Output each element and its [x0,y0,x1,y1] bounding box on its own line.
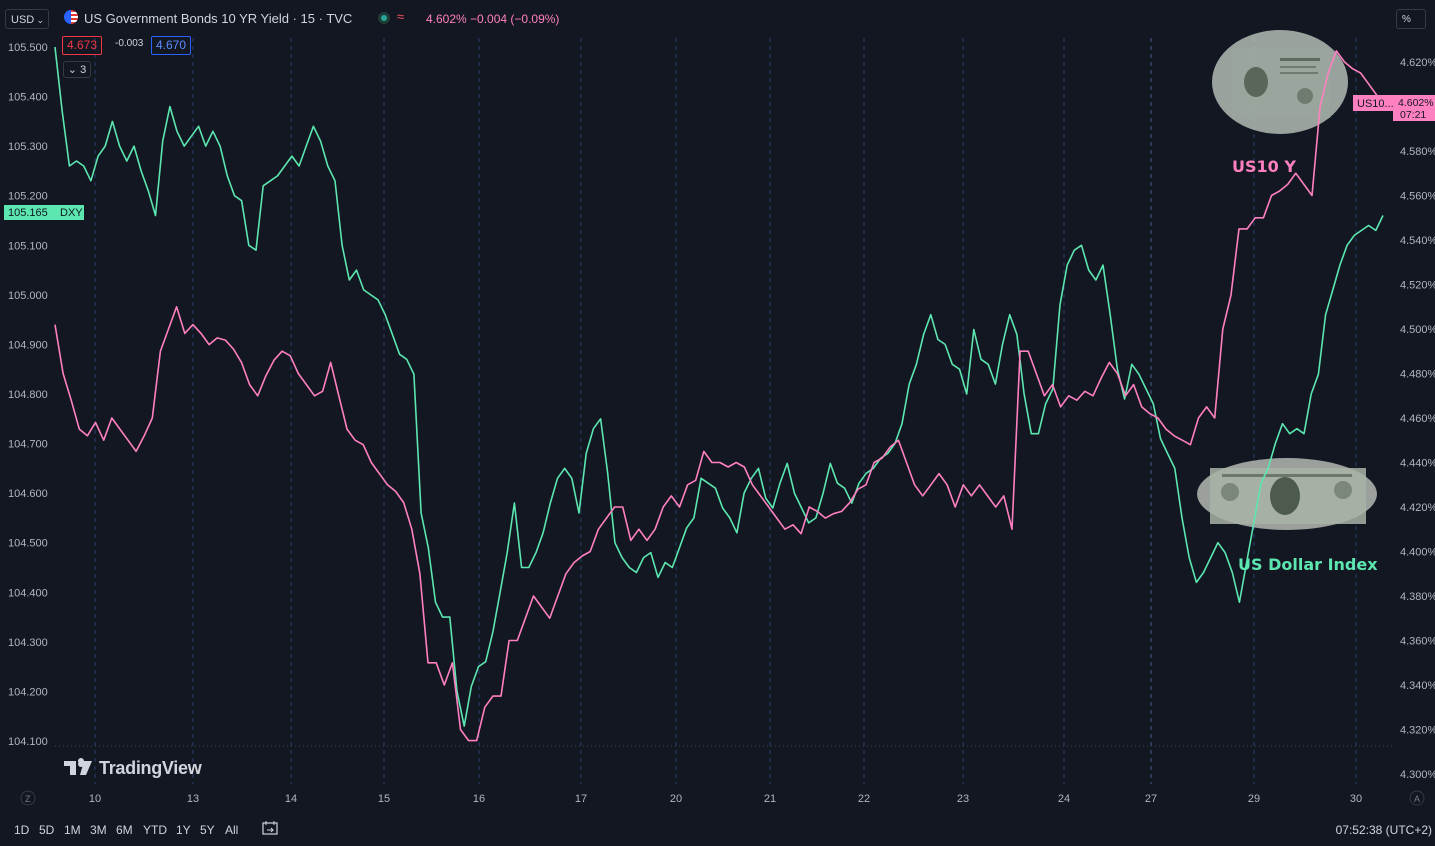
right-tick-label: 4.300% [1400,769,1435,781]
left-tick-label: 104.600 [8,488,48,500]
x-tick-label: 21 [764,793,776,805]
us10y-annotation: US10 Y [1232,157,1296,176]
symbol-title[interactable]: US Government Bonds 10 YR Yield · 15 · T… [84,11,353,26]
bottom-toolbar: 1D 5D 1M 3M 6M YTD 1Y 5Y All 07:52:38 (U… [0,813,1435,846]
indicators-toggle[interactable]: ⌄ 3 [63,61,91,78]
spread-value: -0.003 [115,38,144,49]
dxy-tag-label: DXY [60,207,83,219]
bid-price[interactable]: 4.673 [62,36,103,55]
x-tick-label: 13 [187,793,199,805]
left-tick-label: 104.800 [8,389,48,401]
range-1d[interactable]: 1D [14,823,30,837]
left-tick-label: 105.300 [8,141,48,153]
range-ytd[interactable]: YTD [143,823,167,837]
range-5y[interactable]: 5Y [200,823,215,837]
tradingview-logo-text: TradingView [99,758,202,778]
indicators-count: 3 [80,64,87,76]
go-to-date-icon[interactable] [262,821,278,835]
dxy-series-line [54,46,1384,727]
x-tick-label: 10 [89,793,101,805]
x-tick-label: 17 [575,793,587,805]
bond-certificate-image [1212,30,1348,134]
us-flag-icon [64,10,78,24]
z-letter: Z [25,794,31,804]
range-3m[interactable]: 3M [90,823,107,837]
left-tick-label: 104.100 [8,736,48,748]
x-tick-label: 24 [1058,793,1070,805]
right-tick-label: 4.480% [1400,369,1435,381]
x-tick-label: 29 [1248,793,1260,805]
left-price-axis[interactable]: 105.500 105.400 105.300 105.200 105.100 105.0… [8,42,48,748]
left-tick-label: 105.000 [8,290,48,302]
chart-header: USD ⌄ US Government Bonds 10 YR Yield · 1… [0,0,1435,78]
chevron-down-icon: ⌄ [67,64,78,76]
chevron-down-icon: ⌄ [36,15,44,25]
left-tick-label: 104.900 [8,339,48,351]
series-layer [54,46,1386,742]
range-1y[interactable]: 1Y [176,823,191,837]
right-tick-label: 4.540% [1400,235,1435,247]
right-tick-label: 4.380% [1400,591,1435,603]
price-readout: 4.602% −0.004 (−0.09%) [426,12,560,26]
right-tick-label: 4.560% [1400,191,1435,203]
left-tick-label: 104.500 [8,538,48,550]
left-tick-label: 104.200 [8,686,48,698]
scale-unit-button[interactable]: % [1396,9,1426,29]
us10y-tag-label: US10... [1357,98,1394,110]
range-6m[interactable]: 6M [116,823,133,837]
us10y-last-value: 4.602% [1398,97,1434,109]
left-tick-label: 105.400 [8,92,48,104]
clock-timezone[interactable]: 07:52:38 (UTC+2) [1335,823,1432,837]
x-tick-label: 23 [957,793,969,805]
ask-price[interactable]: 4.670 [151,36,192,55]
right-tick-label: 4.320% [1400,725,1435,737]
left-tick-label: 105.100 [8,240,48,252]
range-all[interactable]: All [225,823,239,837]
auto-scale-icon[interactable] [1409,790,1425,806]
right-price-axis[interactable]: 4.620%4.600%4.580%4.560%4.540%4.520%4.50… [1400,57,1435,781]
timezone-z-icon[interactable] [20,790,36,806]
right-tick-label: 4.360% [1400,636,1435,648]
left-tick-label: 104.700 [8,439,48,451]
time-axis[interactable]: 10 13 14 15 16 17 20 21 22 23 24 27 29 30 [89,793,1362,805]
us10y-series-line [54,50,1386,742]
left-tick-label: 104.400 [8,587,48,599]
a-letter: A [1414,794,1420,804]
left-tick-label: 104.300 [8,637,48,649]
dollar-bill-image [1197,458,1377,530]
right-tick-label: 4.440% [1400,458,1435,470]
left-tick-label: 105.200 [8,191,48,203]
dxy-last-value: 105.165 [8,207,48,219]
x-tick-label: 30 [1350,793,1362,805]
range-1m[interactable]: 1M [64,823,81,837]
x-tick-label: 16 [473,793,485,805]
x-tick-label: 14 [285,793,297,805]
range-5d[interactable]: 5D [39,823,55,837]
tradingview-logo-icon [64,757,96,779]
us10y-countdown: 07:21 [1400,109,1426,121]
right-tick-label: 4.500% [1400,324,1435,336]
x-tick-label: 15 [378,793,390,805]
right-tick-label: 4.620% [1400,57,1435,69]
left-tick-label: 105.500 [8,42,48,54]
approx-icon[interactable]: ≈ [397,9,405,24]
right-tick-label: 4.400% [1400,547,1435,559]
us10y-price-tag: US10... 4.602% 07:21 [1353,95,1435,121]
x-tick-label: 20 [670,793,682,805]
market-status-icon[interactable] [378,12,390,24]
vertical-grid [94,38,1357,784]
currency-select[interactable]: USD ⌄ [5,9,49,29]
x-tick-label: 27 [1145,793,1157,805]
x-tick-label: 22 [858,793,870,805]
right-tick-label: 4.460% [1400,413,1435,425]
dxy-annotation: US Dollar Index [1238,555,1378,574]
right-tick-label: 4.520% [1400,280,1435,292]
dxy-price-tag: 105.165 DXY [4,205,84,220]
right-tick-label: 4.580% [1400,146,1435,158]
right-tick-label: 4.420% [1400,502,1435,514]
right-tick-label: 4.340% [1400,680,1435,692]
currency-value: USD [11,14,35,26]
